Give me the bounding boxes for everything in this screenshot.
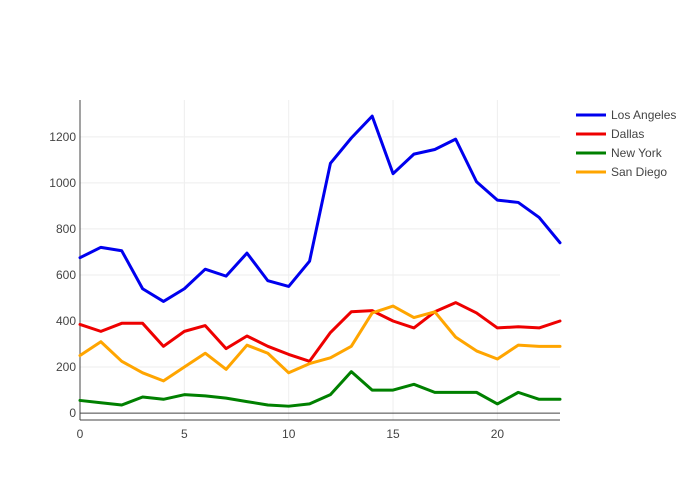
series-lines [78,114,562,408]
y-tick-label: 600 [56,268,76,282]
legend-item[interactable]: Dallas [576,127,644,141]
legend-item[interactable]: New York [576,146,663,160]
tick-labels: 0 200 400 600 800 1000 1200 0 5 10 15 20 [49,130,504,441]
y-tick-label: 400 [56,314,76,328]
grid [80,100,560,420]
axes [79,100,560,421]
y-tick-label: 1000 [49,176,76,190]
x-tick-label: 0 [77,427,84,441]
x-tick-label: 5 [181,427,188,441]
series-line-san-diego [78,304,562,383]
x-tick-label: 15 [386,427,400,441]
series-line-new-york [78,370,562,408]
series-line-dallas [78,301,562,363]
legend-item[interactable]: San Diego [576,165,667,179]
legend-label: Los Angeles [611,108,676,122]
legend-item[interactable]: Los Angeles [576,108,676,122]
y-tick-label: 0 [69,406,76,420]
y-tick-label: 1200 [49,130,76,144]
legend: Los Angeles Dallas New York San Diego [576,108,676,179]
y-tick-label: 800 [56,222,76,236]
series-line-los-angeles [78,114,562,303]
x-tick-label: 10 [282,427,296,441]
legend-label: San Diego [611,165,667,179]
legend-label: Dallas [611,127,644,141]
y-tick-label: 200 [56,360,76,374]
legend-label: New York [611,146,663,160]
x-tick-label: 20 [491,427,505,441]
